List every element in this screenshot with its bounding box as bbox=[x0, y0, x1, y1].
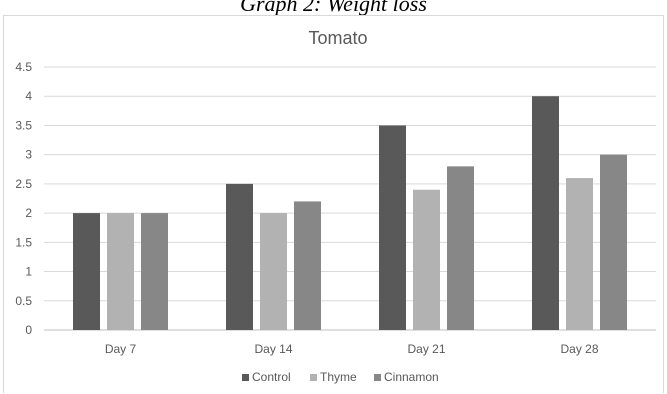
y-tick-label: 4.5 bbox=[15, 60, 32, 74]
bar-cinnamon-day-28 bbox=[600, 154, 627, 330]
y-tick-label: 4 bbox=[25, 89, 32, 103]
bar-control-day-21 bbox=[379, 125, 406, 330]
y-tick-label: 2.5 bbox=[15, 177, 32, 191]
bar-thyme-day-14 bbox=[260, 213, 287, 330]
y-tick-label: 3.5 bbox=[15, 118, 32, 132]
bar-cinnamon-day-21 bbox=[447, 166, 474, 330]
y-axis-ticks: 0 0.5 1 1.5 2 2.5 3 3.5 4 4.5 bbox=[15, 60, 32, 337]
legend-label-cinnamon: Cinnamon bbox=[384, 370, 439, 384]
y-tick-label: 2 bbox=[25, 206, 32, 220]
y-tick-label: 1.5 bbox=[15, 235, 32, 249]
legend-label-thyme: Thyme bbox=[320, 370, 357, 384]
bar-thyme-day-7 bbox=[107, 213, 134, 330]
x-tick-label: Day 14 bbox=[254, 342, 292, 356]
legend-swatch-cinnamon bbox=[374, 374, 381, 381]
legend: Control Thyme Cinnamon bbox=[242, 370, 439, 384]
y-tick-label: 0.5 bbox=[15, 294, 32, 308]
bar-cinnamon-day-7 bbox=[141, 213, 168, 330]
x-tick-label: Day 21 bbox=[407, 342, 445, 356]
y-tick-label: 3 bbox=[25, 148, 32, 162]
x-tick-label: Day 7 bbox=[105, 342, 137, 356]
y-tick-label: 0 bbox=[25, 323, 32, 337]
bar-thyme-day-21 bbox=[413, 189, 440, 330]
y-tick-label: 1 bbox=[25, 265, 32, 279]
gridlines bbox=[44, 66, 656, 331]
bar-cinnamon-day-14 bbox=[294, 201, 321, 330]
x-axis-labels: Day 7 Day 14 Day 21 Day 28 bbox=[105, 342, 599, 356]
legend-label-control: Control bbox=[252, 370, 291, 384]
bar-thyme-day-28 bbox=[566, 178, 593, 330]
chart-title: Tomato bbox=[308, 28, 367, 48]
bar-control-day-7 bbox=[73, 213, 100, 330]
legend-swatch-thyme bbox=[310, 374, 317, 381]
graph-caption: Graph 2: Weight loss bbox=[240, 0, 427, 16]
legend-swatch-control bbox=[242, 374, 249, 381]
bars bbox=[73, 96, 627, 330]
x-tick-label: Day 28 bbox=[560, 342, 598, 356]
bar-control-day-14 bbox=[226, 183, 253, 330]
bar-control-day-28 bbox=[532, 96, 559, 330]
